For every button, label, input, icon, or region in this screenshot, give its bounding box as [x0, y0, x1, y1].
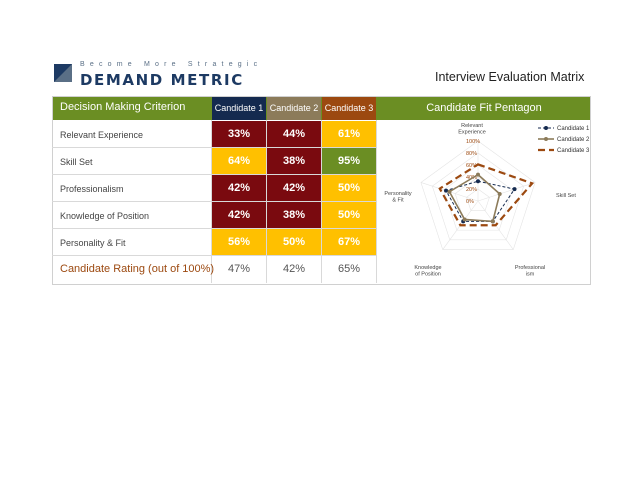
row-divider	[52, 174, 376, 175]
criterion-column-header: Decision Making Criterion	[60, 101, 186, 113]
score-cell: 64%	[212, 148, 266, 174]
criterion-label: Relevant Experience	[60, 130, 144, 140]
criterion-label: Professionalism	[60, 184, 124, 194]
row-divider	[52, 147, 376, 148]
score-cell: 42%	[212, 202, 266, 228]
score-cell: 38%	[267, 202, 321, 228]
total-value: 65%	[337, 263, 361, 275]
legend-label: Candidate 3	[557, 148, 590, 154]
radar-axis-label: Knowledge of Position	[414, 265, 441, 278]
radar-axis-label: Relevant Experience	[458, 123, 486, 136]
score-cell: 44%	[267, 121, 321, 147]
candidate-1-header: Candidate 1	[212, 96, 266, 120]
candidate-fit-pentagon-chart: 100%80%60%40%20%0%Relevant ExperienceSkil…	[384, 123, 590, 278]
radar-series-line	[448, 173, 501, 223]
demand-metric-logo-icon	[54, 64, 72, 82]
column-divider	[266, 120, 267, 283]
column-divider	[211, 120, 212, 283]
total-value: 47%	[227, 263, 251, 275]
radar-axis-label: Skill Set	[556, 193, 576, 199]
radar-grid-ring	[420, 140, 536, 250]
radar-tick-label: 60%	[466, 163, 477, 169]
score-cell: 67%	[322, 229, 376, 255]
total-value: 42%	[282, 263, 306, 275]
radar-series-line	[438, 163, 535, 227]
radar-tick-label: 100%	[466, 139, 480, 145]
score-cell: 42%	[212, 175, 266, 201]
radar-axis-label: Personality & Fit	[384, 191, 411, 204]
page-title: Interview Evaluation Matrix	[435, 70, 585, 84]
radar-spoke	[477, 182, 536, 202]
radar-tick-label: 0%	[466, 199, 474, 205]
radar-data-point	[476, 172, 480, 177]
score-cell: 56%	[212, 229, 266, 255]
legend-label: Candidate 1	[557, 126, 590, 132]
radar-tick-label: 80%	[466, 151, 477, 157]
total-label: Candidate Rating (out of 100%)	[60, 263, 215, 275]
radar-tick-label: 20%	[466, 187, 477, 193]
radar-series-line	[445, 180, 516, 222]
radar-axis-label: Professional ism	[515, 265, 545, 278]
score-cell: 33%	[212, 121, 266, 147]
radar-grid-ring	[443, 164, 513, 231]
row-divider	[52, 201, 376, 202]
legend-marker	[544, 137, 548, 141]
score-cell: 50%	[267, 229, 321, 255]
column-divider	[321, 120, 322, 283]
candidate-2-header: Candidate 2	[267, 96, 321, 120]
radar-data-point	[490, 219, 495, 224]
criterion-label: Knowledge of Position	[60, 211, 150, 221]
row-divider	[52, 255, 376, 256]
column-divider	[376, 120, 377, 283]
legend-marker	[544, 126, 548, 130]
radar-data-point	[462, 217, 467, 222]
radar-grid-ring	[431, 152, 525, 241]
criterion-label: Personality & Fit	[60, 238, 126, 248]
radar-data-point	[444, 188, 449, 193]
criterion-label: Skill Set	[60, 157, 93, 167]
score-cell: 50%	[322, 202, 376, 228]
radar-data-point	[447, 189, 452, 194]
brand-tagline: Become More Strategic	[80, 61, 263, 68]
score-cell: 38%	[267, 148, 321, 174]
candidate-3-header: Candidate 3	[322, 96, 376, 120]
table-header-bar	[52, 96, 590, 120]
pentagon-header: Candidate Fit Pentagon	[426, 102, 542, 114]
radar-data-point	[512, 187, 517, 192]
score-cell: 95%	[322, 148, 376, 174]
score-cell: 61%	[322, 121, 376, 147]
radar-grid-ring	[466, 188, 490, 212]
score-cell: 42%	[267, 175, 321, 201]
matrix-table-border	[52, 96, 591, 285]
radar-data-point	[476, 179, 480, 184]
score-cell: 50%	[322, 175, 376, 201]
legend-label: Candidate 2	[557, 137, 590, 143]
brand-name: DEMAND METRIC	[80, 71, 244, 89]
radar-data-point	[497, 191, 502, 196]
row-divider	[52, 228, 376, 229]
